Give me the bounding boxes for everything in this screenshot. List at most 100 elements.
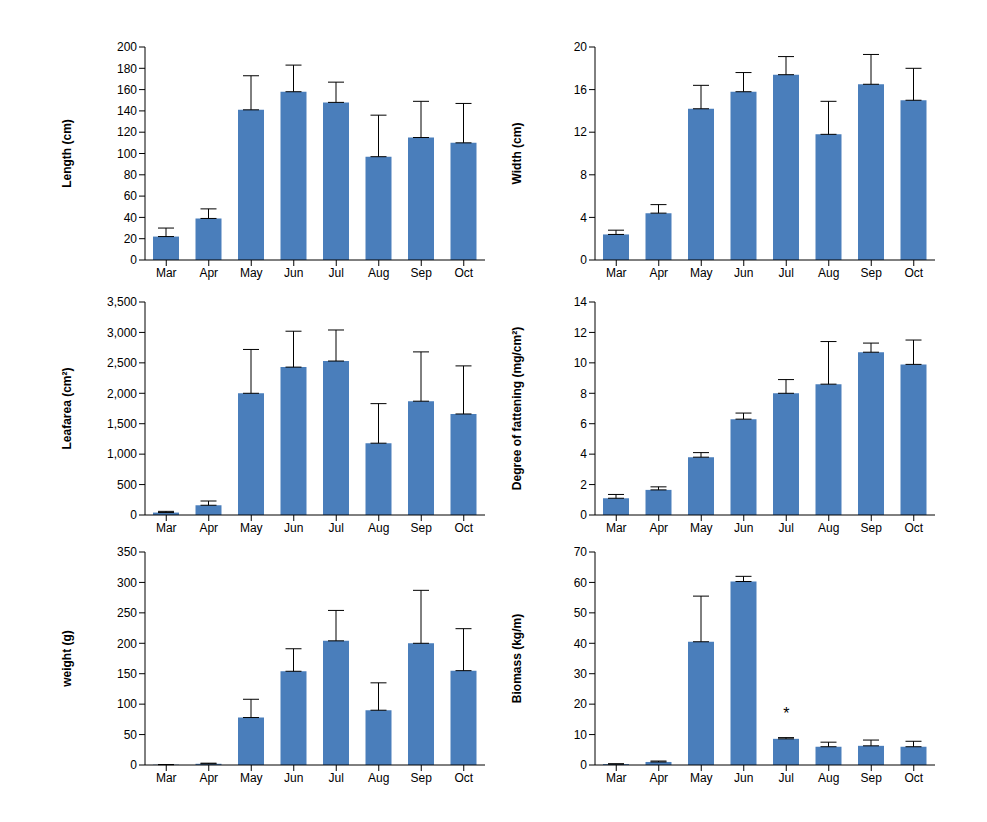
svg-text:60: 60 — [574, 576, 588, 590]
svg-text:Oct: Oct — [454, 521, 473, 535]
svg-text:Sep: Sep — [861, 771, 883, 785]
svg-text:0: 0 — [580, 758, 587, 772]
svg-text:Oct: Oct — [454, 771, 473, 785]
svg-text:180: 180 — [117, 62, 137, 76]
svg-text:Mar: Mar — [156, 266, 177, 280]
svg-text:Jul: Jul — [329, 771, 344, 785]
svg-text:Mar: Mar — [606, 771, 627, 785]
svg-text:Aug: Aug — [818, 771, 839, 785]
svg-text:20: 20 — [574, 40, 588, 54]
svg-text:0: 0 — [580, 508, 587, 522]
svg-text:60: 60 — [124, 189, 138, 203]
svg-text:Apr: Apr — [649, 521, 668, 535]
svg-text:40: 40 — [574, 637, 588, 651]
svg-text:Aug: Aug — [368, 266, 389, 280]
svg-text:Oct: Oct — [904, 266, 923, 280]
svg-text:Mar: Mar — [156, 771, 177, 785]
svg-text:May: May — [240, 771, 263, 785]
svg-text:Jun: Jun — [284, 771, 303, 785]
svg-text:*: * — [783, 705, 789, 722]
svg-text:Oct: Oct — [454, 266, 473, 280]
svg-text:Jul: Jul — [329, 266, 344, 280]
svg-text:150: 150 — [117, 667, 137, 681]
svg-text:3,000: 3,000 — [107, 326, 137, 340]
svg-text:30: 30 — [574, 667, 588, 681]
svg-text:Jun: Jun — [284, 521, 303, 535]
svg-text:Jul: Jul — [779, 771, 794, 785]
svg-text:6: 6 — [580, 417, 587, 431]
svg-text:2,000: 2,000 — [107, 387, 137, 401]
svg-text:500: 500 — [117, 478, 137, 492]
svg-text:weight (g): weight (g) — [60, 630, 74, 688]
svg-text:16: 16 — [574, 83, 588, 97]
svg-text:Apr: Apr — [199, 521, 218, 535]
svg-text:0: 0 — [130, 758, 137, 772]
svg-text:20: 20 — [574, 697, 588, 711]
svg-text:May: May — [690, 266, 713, 280]
svg-text:200: 200 — [117, 637, 137, 651]
svg-text:Width (cm): Width (cm) — [510, 123, 524, 185]
svg-text:May: May — [690, 521, 713, 535]
svg-text:100: 100 — [117, 697, 137, 711]
svg-text:2: 2 — [580, 478, 587, 492]
svg-text:120: 120 — [117, 125, 137, 139]
svg-text:1,500: 1,500 — [107, 417, 137, 431]
svg-text:12: 12 — [574, 125, 588, 139]
svg-text:Sep: Sep — [411, 266, 433, 280]
svg-text:20: 20 — [124, 232, 138, 246]
svg-text:Jun: Jun — [734, 521, 753, 535]
svg-text:3,500: 3,500 — [107, 295, 137, 309]
svg-text:10: 10 — [574, 356, 588, 370]
svg-text:Oct: Oct — [904, 771, 923, 785]
svg-text:300: 300 — [117, 576, 137, 590]
svg-text:10: 10 — [574, 728, 588, 742]
svg-text:Aug: Aug — [368, 521, 389, 535]
svg-text:4: 4 — [580, 211, 587, 225]
svg-text:Mar: Mar — [606, 521, 627, 535]
svg-text:50: 50 — [574, 606, 588, 620]
svg-text:4: 4 — [580, 447, 587, 461]
svg-text:50: 50 — [124, 728, 138, 742]
svg-text:May: May — [240, 266, 263, 280]
svg-text:100: 100 — [117, 147, 137, 161]
svg-text:12: 12 — [574, 326, 588, 340]
svg-text:Oct: Oct — [904, 521, 923, 535]
svg-text:1,000: 1,000 — [107, 447, 137, 461]
svg-text:0: 0 — [130, 508, 137, 522]
svg-text:40: 40 — [124, 211, 138, 225]
svg-text:350: 350 — [117, 545, 137, 559]
svg-text:140: 140 — [117, 104, 137, 118]
svg-text:Apr: Apr — [649, 266, 668, 280]
svg-text:Jul: Jul — [329, 521, 344, 535]
svg-text:Length (cm): Length (cm) — [60, 119, 74, 188]
svg-text:Sep: Sep — [861, 266, 883, 280]
svg-text:Aug: Aug — [818, 266, 839, 280]
svg-text:0: 0 — [580, 253, 587, 267]
svg-text:2,500: 2,500 — [107, 356, 137, 370]
svg-text:Jul: Jul — [779, 521, 794, 535]
svg-text:Sep: Sep — [411, 521, 433, 535]
svg-text:Sep: Sep — [861, 521, 883, 535]
svg-text:May: May — [690, 771, 713, 785]
svg-text:Biomass (kg/m): Biomass (kg/m) — [510, 614, 524, 703]
svg-text:250: 250 — [117, 606, 137, 620]
svg-text:14: 14 — [574, 295, 588, 309]
svg-text:Mar: Mar — [606, 266, 627, 280]
svg-text:May: May — [240, 521, 263, 535]
svg-text:Mar: Mar — [156, 521, 177, 535]
svg-text:0: 0 — [130, 253, 137, 267]
svg-text:8: 8 — [580, 168, 587, 182]
svg-text:200: 200 — [117, 40, 137, 54]
svg-text:Leafarea (cm²): Leafarea (cm²) — [60, 367, 74, 449]
svg-text:Sep: Sep — [411, 771, 433, 785]
svg-text:Jun: Jun — [284, 266, 303, 280]
svg-text:80: 80 — [124, 168, 138, 182]
svg-text:Aug: Aug — [368, 771, 389, 785]
svg-text:Apr: Apr — [199, 266, 218, 280]
svg-text:160: 160 — [117, 83, 137, 97]
svg-text:Jun: Jun — [734, 771, 753, 785]
svg-text:Apr: Apr — [649, 771, 668, 785]
svg-text:Aug: Aug — [818, 521, 839, 535]
svg-text:Apr: Apr — [199, 771, 218, 785]
svg-text:70: 70 — [574, 545, 588, 559]
